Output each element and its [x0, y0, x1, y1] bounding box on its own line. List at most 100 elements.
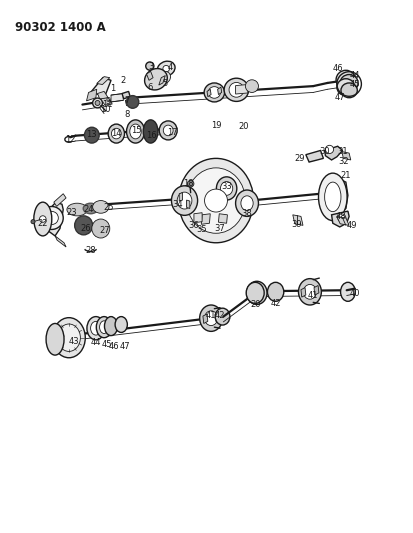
Polygon shape	[43, 202, 63, 236]
Ellipse shape	[336, 79, 354, 95]
Polygon shape	[336, 216, 348, 225]
Ellipse shape	[163, 125, 173, 136]
Ellipse shape	[251, 287, 262, 299]
Text: 13: 13	[86, 130, 97, 139]
Ellipse shape	[126, 95, 138, 108]
Ellipse shape	[159, 121, 177, 140]
Ellipse shape	[83, 203, 98, 214]
Text: 25: 25	[103, 203, 113, 212]
Text: 16: 16	[145, 131, 156, 140]
Ellipse shape	[186, 168, 245, 233]
Ellipse shape	[95, 101, 100, 106]
Text: 4: 4	[167, 62, 173, 71]
Ellipse shape	[90, 321, 101, 335]
Ellipse shape	[104, 317, 117, 336]
Polygon shape	[235, 85, 247, 94]
Polygon shape	[313, 286, 318, 295]
Polygon shape	[111, 93, 123, 102]
Ellipse shape	[228, 83, 243, 97]
Text: 32: 32	[338, 157, 348, 166]
Text: 46: 46	[108, 342, 119, 351]
Text: 11: 11	[102, 100, 112, 109]
Ellipse shape	[156, 71, 170, 84]
Ellipse shape	[93, 200, 109, 213]
Polygon shape	[86, 90, 97, 101]
Polygon shape	[100, 98, 112, 105]
Ellipse shape	[215, 308, 229, 325]
Ellipse shape	[108, 124, 124, 143]
Ellipse shape	[267, 282, 283, 301]
Text: 44: 44	[90, 338, 101, 348]
Polygon shape	[305, 150, 323, 162]
Polygon shape	[159, 76, 165, 85]
Polygon shape	[300, 288, 305, 297]
Ellipse shape	[325, 146, 333, 154]
Text: 8: 8	[124, 110, 130, 118]
Ellipse shape	[143, 120, 158, 143]
Ellipse shape	[246, 282, 263, 303]
Polygon shape	[55, 236, 66, 247]
Ellipse shape	[339, 75, 357, 91]
Ellipse shape	[245, 80, 258, 92]
Ellipse shape	[246, 281, 266, 304]
Text: 12: 12	[65, 135, 75, 144]
Text: 37: 37	[214, 224, 224, 233]
Text: 47: 47	[334, 93, 344, 102]
Polygon shape	[179, 192, 182, 201]
Polygon shape	[218, 214, 227, 223]
Text: 20: 20	[238, 122, 248, 131]
Ellipse shape	[57, 324, 80, 351]
Ellipse shape	[318, 173, 346, 221]
Text: 10: 10	[100, 106, 111, 115]
Ellipse shape	[148, 77, 161, 89]
Polygon shape	[292, 215, 302, 225]
Text: 15: 15	[131, 126, 142, 135]
Text: 49: 49	[346, 221, 356, 230]
Polygon shape	[125, 99, 132, 106]
Text: 23: 23	[66, 208, 76, 217]
Text: 29: 29	[293, 154, 304, 163]
Text: 18: 18	[183, 179, 193, 188]
Ellipse shape	[298, 279, 320, 305]
Ellipse shape	[340, 282, 354, 301]
Polygon shape	[90, 78, 111, 96]
Ellipse shape	[204, 311, 217, 326]
Ellipse shape	[126, 120, 144, 143]
Ellipse shape	[145, 62, 154, 70]
Text: 7: 7	[124, 96, 130, 105]
Text: 30: 30	[318, 147, 329, 156]
Text: 26: 26	[80, 224, 91, 233]
Polygon shape	[201, 214, 210, 224]
Ellipse shape	[87, 317, 104, 340]
Ellipse shape	[40, 216, 46, 222]
Polygon shape	[122, 91, 130, 99]
Text: 19: 19	[210, 120, 221, 130]
Text: 24: 24	[83, 205, 94, 214]
Ellipse shape	[115, 317, 127, 333]
Ellipse shape	[340, 83, 356, 98]
Text: 48: 48	[335, 212, 345, 221]
Ellipse shape	[240, 196, 252, 211]
Ellipse shape	[144, 69, 167, 90]
Text: 42: 42	[270, 299, 280, 308]
Ellipse shape	[84, 127, 99, 143]
Text: 35: 35	[196, 225, 207, 234]
Text: 42: 42	[214, 311, 225, 319]
Text: 40: 40	[349, 289, 359, 298]
Polygon shape	[54, 193, 66, 206]
Polygon shape	[202, 314, 207, 324]
Polygon shape	[331, 211, 348, 227]
Text: 44: 44	[349, 71, 359, 80]
Polygon shape	[193, 213, 202, 223]
Ellipse shape	[187, 180, 193, 187]
Text: 34: 34	[172, 200, 183, 209]
Text: 22: 22	[38, 219, 48, 228]
Text: 38: 38	[241, 209, 252, 218]
Ellipse shape	[92, 219, 109, 238]
Text: 41: 41	[306, 291, 317, 300]
Ellipse shape	[46, 324, 64, 355]
Text: 39: 39	[291, 220, 301, 229]
Ellipse shape	[96, 317, 112, 338]
Ellipse shape	[45, 212, 58, 224]
Text: 47: 47	[119, 342, 130, 351]
